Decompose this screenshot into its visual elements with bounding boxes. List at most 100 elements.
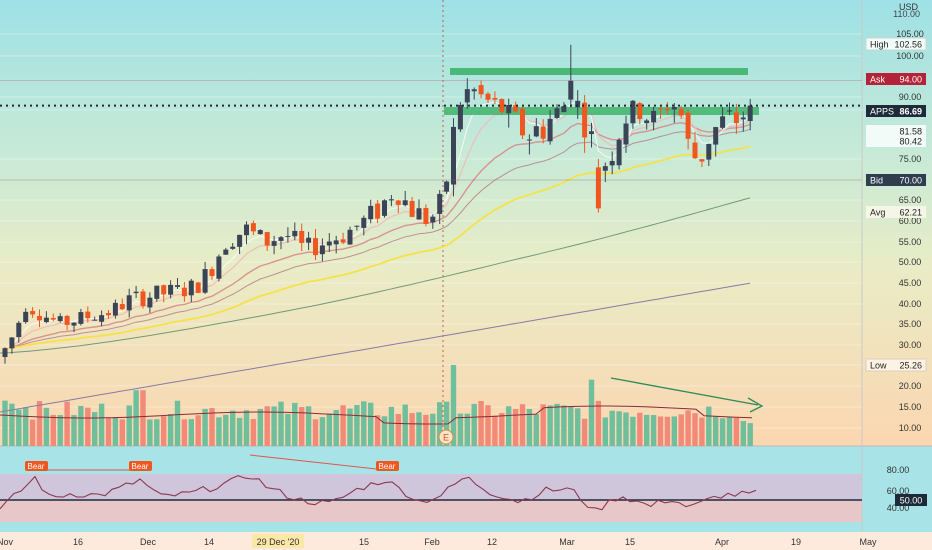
volume-bar [98, 403, 105, 446]
volume-bar [126, 405, 132, 446]
bear-label-badge [25, 461, 48, 471]
time-axis: Nov 16 Dec 14 29 Dec '20 15 Feb 12 Mar 15 Apr 19 May [0, 534, 877, 548]
volume-bar [16, 409, 22, 446]
volume-bar [595, 400, 602, 446]
volume-bar [588, 379, 595, 446]
candle-body [630, 100, 636, 124]
candle-body [188, 280, 194, 296]
price-axis-tick: 100.00 [896, 51, 924, 61]
volume-bar [499, 413, 505, 446]
ask-marker-label: Ask [870, 75, 886, 85]
volume-bar [506, 406, 512, 446]
volume-bar [361, 401, 367, 446]
high-marker-value: 102.56 [894, 40, 922, 50]
volume-bar [236, 417, 243, 446]
x-axis-tick: 14 [204, 537, 214, 547]
volume-bar [609, 410, 615, 446]
candle-body [64, 315, 70, 325]
volume-bar [243, 410, 250, 446]
earnings-marker [438, 429, 454, 445]
volume-bar [409, 413, 415, 446]
candle-body [2, 348, 8, 358]
candle-body [37, 315, 42, 321]
volume-bar [374, 415, 381, 446]
ask-marker-value: 94.00 [899, 75, 922, 85]
volume-bar [678, 414, 684, 446]
candle-body [478, 85, 484, 95]
volume-bar [174, 400, 181, 446]
candle-body [292, 230, 298, 237]
candle-body [361, 217, 367, 228]
volume-bar [92, 412, 98, 446]
volume-bar [326, 413, 332, 446]
x-axis-tick: May [859, 537, 877, 547]
candle-body [92, 319, 98, 321]
candle-body [685, 112, 691, 139]
x-axis-tick: Feb [424, 537, 440, 547]
low-marker-value: 25.26 [899, 361, 922, 371]
price-axis-tick: 35.00 [899, 319, 922, 329]
volume-bar [50, 414, 56, 446]
x-axis-tick: 29 Dec '20 [257, 537, 300, 547]
volume-bar [312, 419, 319, 446]
candle-body [740, 117, 746, 120]
candle-body [409, 200, 415, 217]
volume-bar [747, 423, 753, 446]
candle-body [464, 89, 470, 103]
volume-bar [78, 405, 84, 446]
volume-bar [526, 408, 533, 446]
candle-body [554, 108, 560, 118]
volume-bar [471, 403, 477, 446]
last-marker-badge [866, 105, 926, 117]
candle-body [520, 108, 525, 136]
candle-body [244, 224, 249, 236]
candle-body [78, 312, 84, 324]
volume-bar [105, 417, 112, 446]
volume-bar [671, 416, 677, 446]
volume-bar [630, 416, 636, 446]
candle-body [319, 245, 325, 255]
low-marker-label: Low [870, 361, 887, 371]
candle-body [713, 127, 719, 145]
ma1-marker-value: 81.58 [899, 127, 922, 137]
candle-body [195, 282, 201, 293]
volume-bar [202, 408, 208, 446]
candle-body [354, 225, 360, 227]
volume-trend-arrow-head [747, 397, 764, 413]
candle-body [678, 109, 684, 116]
price-pane-background [0, 0, 932, 446]
candle-body [423, 207, 429, 224]
x-axis-date-highlight [252, 534, 304, 548]
resistance-zones [444, 68, 759, 115]
x-axis-background [0, 532, 932, 550]
volume-bar [299, 407, 305, 446]
ask-marker-badge [866, 73, 926, 85]
chart-overlays: E [0, 80, 862, 445]
candle-body [57, 316, 63, 322]
candle-body [692, 142, 698, 159]
x-axis-tick: Apr [715, 537, 729, 547]
volume-bar [305, 406, 312, 446]
candle-body [388, 199, 394, 201]
candle-body [533, 126, 539, 137]
ma2-marker-value: 80.42 [899, 137, 922, 147]
top-clip-label: 110.00 [893, 9, 920, 19]
avg-marker-label: Avg [870, 208, 885, 218]
candle-body [727, 110, 732, 112]
candle-body [451, 126, 456, 185]
volume-bar [57, 415, 63, 446]
candle-body [285, 236, 291, 238]
candle-body [106, 313, 111, 316]
candle-body [602, 166, 608, 171]
volume-bar [726, 416, 733, 446]
volume-bar [278, 401, 284, 446]
x-axis-tick: 15 [359, 537, 369, 547]
volume-bar [319, 417, 326, 446]
candle-body [71, 322, 77, 326]
candle-body [589, 131, 594, 135]
last-marker-label: APPS [870, 107, 894, 117]
candle-body [85, 311, 91, 319]
candle-body [126, 295, 132, 311]
volume-bar [692, 413, 698, 446]
